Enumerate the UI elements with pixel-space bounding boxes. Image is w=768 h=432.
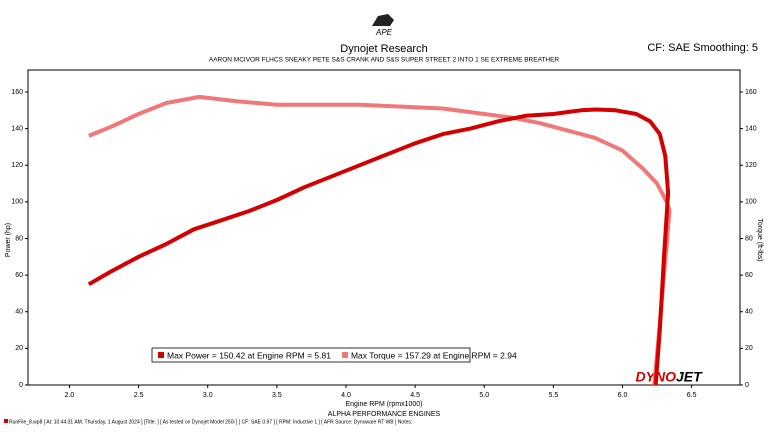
footer: RunFile_8.wp8 [ At: 10:44:31 AM, Thursda…	[9, 419, 412, 425]
plot-frame	[27, 69, 741, 386]
x-axis-title: Engine RPM (rpmx1000)	[345, 401, 422, 408]
y-tick-label: 140	[11, 125, 23, 132]
y2-tick-label: 0	[745, 382, 749, 389]
y2-tick-label: 40	[745, 309, 753, 316]
power-torque-line	[87, 107, 671, 386]
x-tick-label: 3.0	[203, 392, 213, 399]
caption: ALPHA PERFORMANCE ENGINES	[328, 411, 441, 418]
x-tick-label: 4.0	[341, 392, 351, 399]
x-tick-label: 6.5	[687, 392, 697, 399]
legend-swatch	[341, 352, 348, 358]
y-tick-label: 160	[11, 89, 23, 96]
y2-tick-label: 160	[745, 89, 757, 96]
x-tick-label: 5.5	[548, 392, 558, 399]
legend-label: Max Power = 150.42 at Engine RPM = 5.81	[167, 350, 331, 360]
y2-tick-label: 120	[745, 162, 757, 169]
x-tick-label: 6.0	[618, 392, 628, 399]
y-tick-label: 120	[11, 162, 23, 169]
logo-icon	[372, 14, 394, 26]
x-tick-label: 4.5	[410, 392, 420, 399]
footer-marker	[4, 419, 8, 423]
y2-tick-label: 60	[745, 272, 753, 279]
watermark: JET	[676, 369, 703, 385]
y-tick-label: 40	[15, 309, 23, 316]
chart-title: Dynojet Research	[340, 43, 427, 55]
legend-box	[151, 347, 471, 363]
y2-tick-label: 100	[745, 199, 757, 206]
y-tick-label: 100	[11, 199, 23, 206]
y-tick-label: 60	[15, 272, 23, 279]
y2-tick-label: 80	[745, 235, 753, 242]
y-tick-label: 20	[15, 345, 23, 352]
y-tick-label: 80	[15, 235, 23, 242]
x-tick-label: 5.0	[479, 392, 489, 399]
x-tick-label: 3.5	[272, 392, 282, 399]
y2-tick-label: 140	[745, 125, 757, 132]
legend-swatch	[158, 352, 164, 358]
y2-axis-title: Torque (ft-lbs)	[756, 218, 763, 261]
y-tick-label: 0	[19, 382, 23, 389]
x-tick-label: 2.5	[134, 392, 144, 399]
corner-note: CF: SAE Smoothing: 5	[647, 42, 758, 54]
logo: APE	[375, 28, 393, 37]
x-tick-label: 2.0	[65, 392, 75, 399]
legend-label: Max Torque = 157.29 at Engine RPM = 2.94	[351, 350, 517, 360]
chart-subtitle: AARON MCIVOR FLHCS SNEAKY PETE S&S CRANK…	[209, 57, 560, 64]
y2-tick-label: 20	[745, 345, 753, 352]
y-axis-title: Power (hp)	[5, 223, 12, 257]
